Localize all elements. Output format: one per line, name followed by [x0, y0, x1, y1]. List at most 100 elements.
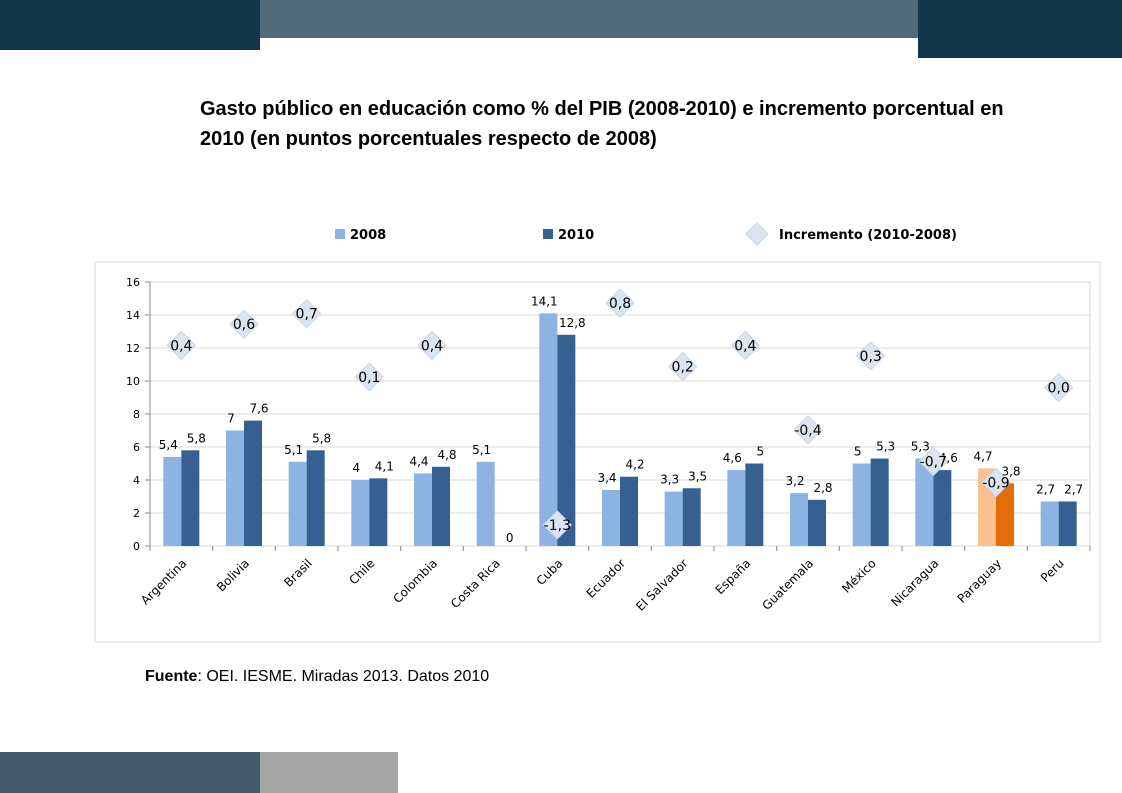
value-label: 3,2	[785, 474, 804, 488]
value-label: 4	[353, 461, 361, 475]
title: Gasto público en educación como % del PI…	[200, 98, 1004, 150]
diamond-marker	[291, 298, 322, 329]
legend-label: 2010	[558, 228, 594, 243]
value-label: -0,4	[794, 423, 821, 439]
bar	[244, 420, 262, 546]
bar	[1040, 501, 1059, 546]
bar	[414, 473, 432, 546]
legend-label: 2008	[350, 228, 386, 243]
diamond-marker	[542, 510, 573, 540]
value-label: 0,2	[672, 359, 694, 375]
value-label: 0	[506, 531, 514, 545]
x-tick-label: Nicaragua	[888, 556, 941, 609]
value-label: 3,4	[597, 471, 616, 485]
source: Fuente: OEI. IESME. Miradas 2013. Datos …	[145, 668, 489, 686]
diamond-marker	[667, 351, 698, 382]
value-label: 7	[227, 412, 235, 426]
y-tick-label: 10	[126, 375, 140, 388]
bar	[306, 450, 325, 546]
value-label: 0,6	[233, 317, 255, 333]
y-tick-label: 12	[126, 342, 140, 355]
y-tick-label: 4	[133, 474, 140, 487]
header-bar	[260, 0, 918, 38]
value-label: 5,3	[911, 440, 930, 454]
value-label: 2,7	[1064, 482, 1083, 496]
value-label: 5,3	[876, 440, 895, 454]
bar	[790, 493, 808, 546]
value-label: 5	[854, 445, 862, 459]
source-label: Fuente	[145, 668, 198, 685]
bar	[539, 313, 558, 546]
value-label: 14,1	[531, 294, 558, 308]
bar	[915, 458, 934, 546]
y-tick-label: 8	[133, 408, 140, 421]
x-tick-label: Paraguay	[955, 556, 1005, 606]
bar	[288, 461, 307, 546]
bar	[745, 463, 764, 546]
value-label: 0,7	[296, 307, 318, 323]
value-label: 0,4	[734, 338, 756, 354]
bar	[369, 478, 388, 546]
bar	[351, 480, 370, 546]
value-label: 0,4	[421, 338, 443, 354]
y-tick-label: 6	[133, 441, 140, 454]
value-label: 5,1	[284, 443, 303, 457]
value-label: 4,2	[625, 458, 644, 472]
value-label: 4,1	[375, 459, 394, 473]
diamond-marker	[855, 341, 886, 371]
bar	[1058, 501, 1077, 546]
diamond-marker	[605, 288, 635, 318]
x-tick-label: Peru	[1038, 556, 1067, 585]
value-label: 3,3	[660, 473, 679, 487]
diamond-marker	[417, 330, 447, 361]
bar	[226, 430, 244, 546]
value-label: 7,6	[249, 402, 268, 416]
diamond-marker	[166, 330, 197, 361]
value-label: 3,8	[1001, 464, 1020, 478]
bar	[620, 476, 638, 546]
x-tick-label: Brasil	[281, 556, 315, 590]
bar	[996, 483, 1014, 546]
chart-frame	[94, 261, 1101, 643]
legend-label: Incremento (2010-2008)	[779, 228, 957, 243]
y-tick-label: 14	[126, 309, 140, 322]
diamond-marker	[1043, 372, 1074, 403]
x-tick-label: Cuba	[534, 556, 566, 588]
y-tick-label: 2	[133, 507, 140, 520]
y-tick-label: 16	[126, 276, 140, 289]
bar	[557, 334, 576, 546]
bar	[727, 470, 746, 546]
value-label: -0,9	[982, 476, 1009, 492]
value-label: 0,0	[1048, 381, 1070, 397]
value-label: 4,4	[409, 454, 428, 468]
y-tick-label: 0	[133, 540, 140, 553]
bar	[682, 488, 701, 546]
x-tick-label: España	[713, 556, 754, 597]
diamond-marker	[229, 309, 259, 339]
footer-block	[0, 752, 260, 793]
value-label: 5,1	[472, 443, 491, 457]
value-label: 2,7	[1036, 482, 1055, 496]
x-tick-label: Ecuador	[584, 556, 629, 601]
value-label: 12,8	[559, 316, 586, 330]
bar	[664, 491, 683, 546]
header-block	[918, 0, 1122, 58]
x-tick-label: Argentina	[138, 556, 189, 607]
diamond-marker	[918, 446, 949, 477]
value-label: 0,8	[609, 296, 631, 312]
value-label: -0,7	[920, 455, 947, 471]
value-label: 5,8	[187, 431, 206, 445]
diamond-marker	[354, 362, 385, 392]
value-label: 0,4	[170, 338, 192, 354]
value-label: 4,8	[437, 448, 456, 462]
value-label: 5,4	[159, 438, 178, 452]
x-tick-label: México	[839, 556, 879, 596]
bar	[852, 463, 871, 546]
value-label: 4,7	[973, 449, 992, 463]
bar	[163, 456, 182, 546]
legend-marker	[745, 222, 769, 246]
bar	[808, 499, 826, 546]
value-label: 0,1	[358, 370, 380, 386]
